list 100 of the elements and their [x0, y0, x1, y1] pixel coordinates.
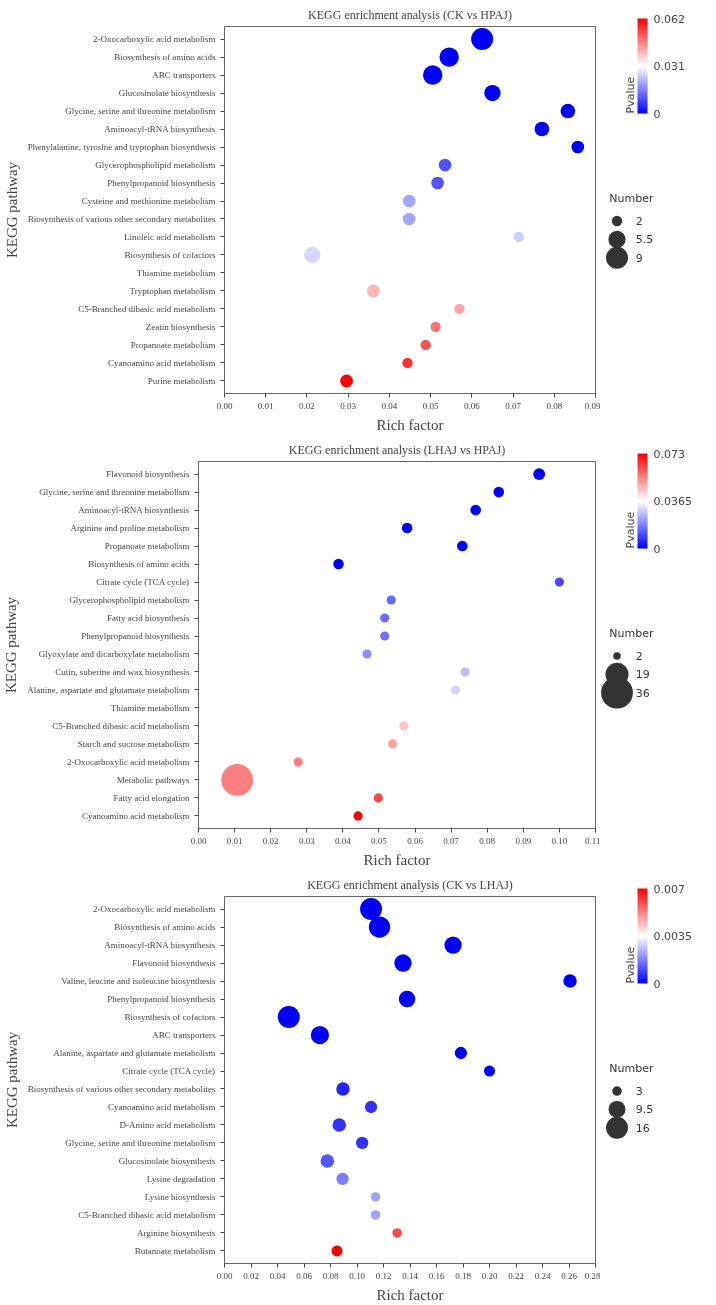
chart-title: KEGG enrichment analysis (CK vs HPAJ): [308, 7, 512, 22]
y-tick-label: Glucosinolate biosynthesis: [118, 1155, 216, 1166]
color-bar-label: 0.031: [653, 60, 685, 73]
y-tick-label: Biosynthesis of cofactors: [124, 1012, 216, 1023]
x-tick-label: 0.07: [443, 835, 460, 846]
x-tick-label: 0.22: [508, 1270, 524, 1281]
y-tick-label: C5-Branched dibasic acid metabolism: [52, 720, 190, 731]
legend-title: Number: [609, 1062, 654, 1076]
y-tick-label: Cyanoamino acid metabolism: [82, 810, 190, 821]
y-tick-label: Cyanoamino acid metabolism: [108, 357, 216, 368]
x-tick-label: 0.02: [262, 835, 279, 846]
legend-label: 2: [635, 215, 643, 229]
y-tick-label: Aminoacyl-tRNA biosynthesis: [104, 124, 216, 135]
y-tick-label: Purine metabolism: [147, 375, 216, 386]
y-tick-label: Glycine, serine and threonine metabolism: [65, 1137, 216, 1148]
x-tick-label: 0.02: [299, 400, 315, 411]
y-axis-title: KEGG pathway: [3, 161, 20, 259]
x-tick-label: 0.24: [534, 1270, 551, 1281]
y-tick-label: Alanine, aspartate and glutamate metabolism: [53, 1048, 216, 1059]
legend-label: 9.5: [635, 1103, 654, 1117]
y-tick-label: Zeatin biosynthesis: [145, 321, 216, 332]
y-tick-label: Glyoxylate and dicarboxylate metabolism: [38, 649, 190, 659]
y-tick-label: Flavonoid biosynthesis: [132, 958, 216, 969]
y-tick-label: ABC transporters: [152, 70, 216, 81]
y-tick-label: Arginine and proline metabolism: [70, 523, 190, 534]
y-tick-label: Glycine, serine and threonine metabolism: [65, 106, 216, 117]
legend-label: 3: [635, 1085, 643, 1099]
x-tick-label: 0.10: [551, 835, 568, 846]
color-bar-title: Pvalue: [623, 511, 637, 549]
y-tick-label: Phenylpropanoid biosynthesis: [107, 178, 216, 189]
x-tick-label: 0.03: [340, 400, 357, 411]
color-bar-label: 0.0365: [653, 495, 692, 508]
y-tick-label: Starch and sucrose metabolism: [77, 738, 190, 749]
y-axis-title: KEGG pathway: [3, 1031, 20, 1129]
x-tick-label: 0.06: [407, 835, 424, 846]
x-tick-label: 0.06: [296, 1270, 313, 1281]
color-bar-label: 0: [653, 977, 661, 991]
x-tick-label: 0.05: [422, 400, 439, 411]
y-tick-label: Cutin, suberine and wax biosynthesis: [55, 666, 190, 677]
y-tick-label: Citrate cycle (TCA cycle): [96, 577, 190, 588]
y-tick-label: Arginine biosynthesis: [136, 1227, 216, 1238]
y-tick-label: Biosynthesis of amino acids: [88, 559, 190, 570]
x-tick-label: 0.20: [481, 1270, 498, 1281]
y-tick-label: Biosynthesis of cofactors: [124, 249, 216, 260]
x-tick-label: 0.08: [546, 400, 563, 411]
x-tick-label: 0.05: [371, 835, 388, 846]
x-tick-label: 0.00: [216, 400, 233, 411]
x-tick-label: 0.08: [479, 835, 496, 846]
y-tick-label: Thiamine metabolism: [110, 702, 190, 713]
legend-label: 5.5: [635, 233, 654, 247]
x-axis-title: Rich factor: [376, 416, 444, 433]
color-bar-title: Pvalue: [623, 76, 637, 114]
y-tick-label: 2-Oxocarboxylic acid metabolism: [93, 904, 216, 915]
x-tick-label: 0.08: [322, 1270, 339, 1281]
chart-title: KEGG enrichment analysis (LHAJ vs HPAJ): [288, 442, 506, 457]
x-tick-label: 0.04: [381, 400, 398, 411]
x-tick-label: 0.10: [349, 1270, 366, 1281]
y-tick-label: Tryptophan metabolism: [129, 285, 216, 296]
x-tick-label: 0.04: [269, 1270, 286, 1281]
y-tick-label: Phenylpropanoid biosynthesis: [107, 994, 216, 1005]
x-tick-label: 0.28: [584, 1270, 601, 1281]
legend-label: 2: [635, 650, 643, 664]
color-bar-label: 0.007: [653, 882, 685, 896]
y-tick-label: Fatty acid biosynthesis: [107, 613, 190, 624]
color-bar-label: 0.0035: [653, 930, 692, 943]
x-tick-label: 0.01: [257, 400, 274, 411]
y-tick-label: 2-Oxocarboxylic acid metabolism: [67, 756, 190, 767]
y-tick-label: Linoleic acid metabolism: [124, 231, 216, 242]
y-tick-label: Valine, leucine and isoleucine biosynthesis: [61, 976, 216, 987]
x-tick-label: 0.09: [515, 835, 532, 846]
x-tick-label: 0.00: [216, 1270, 233, 1281]
y-tick-label: Cyanoamino acid metabolism: [108, 1101, 216, 1112]
x-tick-label: 0.07: [505, 400, 522, 411]
x-tick-label: 0.01: [226, 835, 243, 846]
color-bar-label: 0: [653, 542, 661, 556]
y-tick-label: Biosynthesis of various other secondary metabolites: [27, 1084, 216, 1094]
x-tick-label: 0.06: [463, 400, 481, 411]
y-tick-label: C5-Branched dibasic acid metabolism: [78, 303, 216, 314]
legend-label: 36: [635, 686, 650, 700]
y-axis-title: KEGG pathway: [3, 596, 20, 694]
y-tick-label: Lysine degradation: [146, 1173, 216, 1184]
y-tick-label: Glycine, serine and threonine metabolism: [39, 487, 190, 498]
y-tick-label: Lysine biosynthesis: [144, 1191, 216, 1202]
x-axis-title: Rich factor: [363, 851, 431, 868]
x-tick-label: 0.26: [561, 1270, 578, 1281]
y-tick-label: Biosynthesis of amino acids: [114, 52, 216, 63]
x-tick-label: 0.04: [334, 835, 352, 846]
y-tick-label: Metabolic pathways: [116, 774, 190, 785]
y-tick-label: Cysteine and methionine metabolism: [81, 196, 216, 206]
color-bar-label: 0: [653, 107, 661, 121]
y-tick-label: Citrate cycle (TCA cycle): [122, 1066, 216, 1076]
y-tick-label: Aminoacyl-tRNA biosynthesis: [78, 505, 190, 516]
y-tick-label: C5-Branched dibasic acid metabolism: [78, 1209, 216, 1220]
legend-title: Number: [609, 627, 654, 641]
color-bar-title: Pvalue: [623, 946, 637, 984]
x-tick-label: 0.12: [375, 1270, 392, 1281]
y-tick-label: D-Amino acid metabolism: [119, 1119, 216, 1130]
y-tick-label: 2-Oxocarboxylic acid metabolism: [93, 34, 216, 45]
x-tick-label: 0.03: [298, 835, 316, 846]
y-tick-label: Glycerophospholipid metabolism: [69, 595, 190, 606]
